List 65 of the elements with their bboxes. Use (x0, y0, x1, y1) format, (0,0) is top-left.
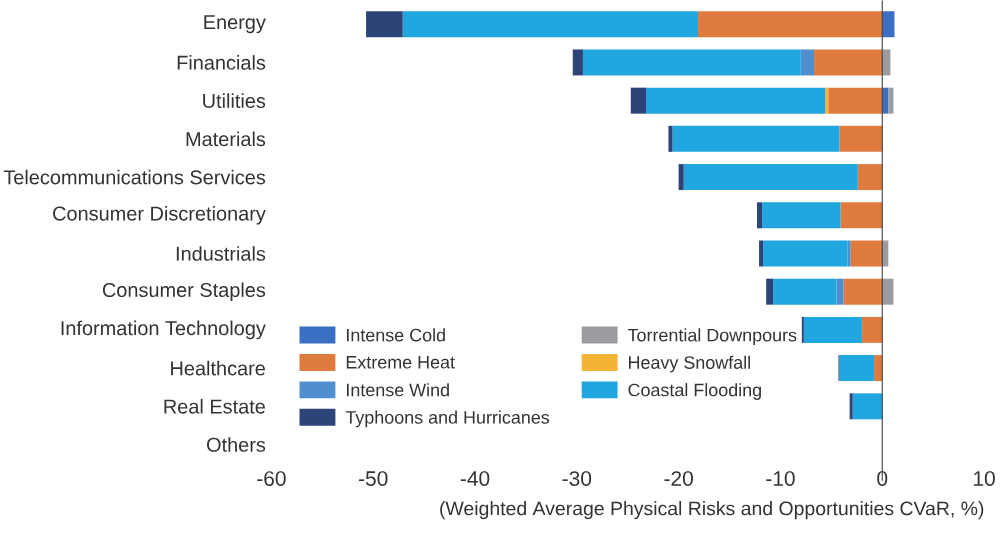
bar (672, 125, 840, 152)
x-axis-title: (Weighted Average Physical Risks and Opportunities CVaR, %) (440, 500, 984, 519)
y-tick-label: Financials (177, 54, 266, 70)
legend-label: Intense Cold (347, 328, 445, 342)
bar (630, 87, 647, 114)
bar (800, 49, 815, 76)
y-tick-label: Healthcare (171, 360, 265, 376)
y-tick-label: Others (207, 437, 266, 452)
bar (849, 393, 853, 420)
bar (839, 354, 875, 381)
bar (836, 278, 844, 305)
legend-label: Coastal Flooding (628, 382, 761, 400)
y-tick-label: Consumer Discretionary (53, 205, 266, 225)
bar (882, 11, 895, 38)
bar (843, 278, 883, 305)
x-tick-label: -10 (766, 470, 795, 486)
legend-label: Torrential Downpours (627, 328, 797, 345)
legend-label: Typhoons and Hurricanes (345, 410, 550, 428)
bar (697, 11, 883, 38)
bar (582, 49, 801, 76)
bar (762, 202, 841, 229)
bar (861, 316, 883, 343)
y-tick-label: Telecommunications Services (3, 169, 266, 185)
bar (857, 163, 883, 190)
x-tick-label: 10 (974, 470, 995, 486)
bar (683, 163, 858, 190)
bar (803, 316, 862, 343)
legend-label: Intense Wind (347, 382, 449, 397)
bar (847, 240, 851, 267)
bar (646, 87, 826, 114)
bar (840, 202, 883, 229)
bar (678, 163, 684, 190)
bar (773, 278, 837, 305)
bar (850, 240, 883, 267)
x-tick-label: -20 (664, 470, 693, 486)
bar (402, 11, 698, 38)
bar (888, 87, 894, 114)
x-tick-label: 0 (877, 470, 888, 486)
y-tick-label: Materials (186, 131, 266, 147)
bar (763, 240, 848, 267)
legend-label: Extreme Heat (346, 355, 455, 369)
y-tick-label: Consumer Staples (102, 282, 266, 301)
legend-label: Heavy Snowfall (629, 355, 750, 373)
y-tick-label: Utilities (203, 93, 266, 108)
y-tick-label: Energy (204, 15, 266, 33)
y-tick-label: Information Technology (61, 320, 266, 340)
x-tick-label: -40 (460, 470, 490, 486)
x-tick-label: -60 (257, 470, 286, 486)
x-tick-label: -50 (359, 470, 388, 486)
y-tick-label: Real Estate (164, 398, 265, 414)
bar (668, 125, 673, 152)
x-tick-label: -30 (562, 470, 592, 486)
bar (828, 87, 883, 114)
bar (852, 393, 883, 420)
bar (801, 316, 804, 343)
bar (874, 354, 883, 381)
bar (825, 87, 829, 114)
bar (366, 11, 403, 38)
bar (572, 49, 583, 76)
bar (766, 278, 774, 305)
bar (814, 49, 883, 76)
bar (759, 240, 764, 267)
y-tick-label: Industrials (176, 245, 266, 261)
bar (839, 125, 883, 152)
bar (757, 202, 763, 229)
